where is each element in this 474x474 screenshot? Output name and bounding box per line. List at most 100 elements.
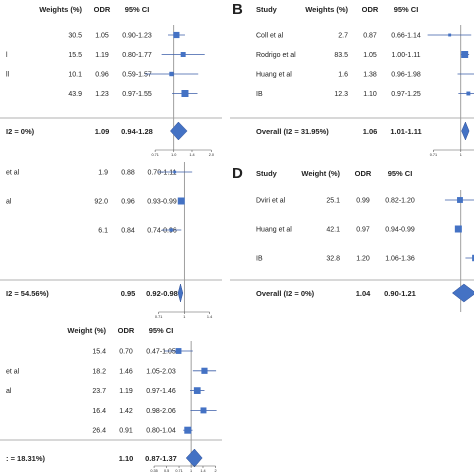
study-label: IB [256, 256, 263, 263]
column-header-odr: ODR [94, 5, 111, 14]
weight-value: 16.4 [92, 408, 106, 415]
forest-panel-4: D Study Weight (%) ODR 95% CI Dviri et al 25.1… [230, 165, 474, 312]
study-estimate-square [180, 52, 186, 57]
overall-odr-value: 1.09 [95, 127, 110, 136]
x-tick-label: 1.4 [207, 315, 212, 319]
study-estimate-square [173, 170, 177, 174]
forest-panel-3: et al 1.9 0.88 0.70-1.11 al 92.0 0.96 0.93-0.99… [0, 162, 222, 319]
weight-value: 6.1 [98, 228, 108, 235]
ci-value: 0.70-1.11 [147, 170, 176, 177]
study-label: l [6, 52, 8, 59]
x-tick-label: 0.71 [175, 469, 182, 473]
weight-value: 15.5 [68, 52, 82, 59]
odr-value: 0.87 [363, 33, 377, 40]
weight-value: 10.1 [68, 72, 82, 79]
overall-odr-value: 1.04 [356, 289, 371, 298]
forest-panel-2: B Study Weights (%) ODR 95% CI Coll et al 2.7 0… [230, 1, 474, 157]
weight-value: 15.4 [92, 349, 106, 356]
x-tick-label: 1.4 [189, 153, 194, 157]
study-estimate-square [454, 225, 462, 233]
study-label: Huang et al [256, 72, 292, 79]
study-label: et al [6, 170, 20, 177]
ci-value: 1.06-1.36 [385, 256, 415, 263]
odr-value: 1.05 [363, 52, 377, 59]
study-estimate-square [173, 31, 180, 39]
odr-value: 0.91 [119, 428, 133, 435]
overall-ci-value: 0.87-1.37 [145, 454, 177, 463]
weight-value: 1.9 [98, 170, 108, 177]
overall-diamond [177, 283, 184, 303]
odr-value: 0.84 [121, 228, 135, 235]
odr-value: 1.10 [363, 91, 377, 98]
weight-value: 18.2 [92, 368, 106, 375]
panel-label: B [232, 1, 243, 18]
x-tick-label: 0.71 [430, 153, 437, 157]
ci-value: 1.00-1.11 [391, 52, 420, 59]
weight-value: 25.1 [326, 198, 340, 205]
x-tick-label: 0.71 [151, 153, 158, 157]
x-tick-label: 1.0 [171, 153, 176, 157]
study-label: et al [6, 368, 20, 375]
x-tick-label: 2.0 [209, 153, 214, 157]
study-estimate-square [448, 33, 452, 37]
odr-value: 0.99 [356, 198, 370, 205]
weight-value: 26.4 [92, 428, 106, 435]
study-estimate-square [466, 91, 471, 96]
study-label: Dviri et al [256, 198, 286, 205]
odr-value: 0.96 [121, 199, 135, 206]
ci-value: 0.59-1.57 [122, 72, 152, 79]
odr-value: 0.88 [121, 170, 135, 177]
forest-panel-1: Weights (%) ODR 95% CI 30.5 1.05 0.90-1.23 l 15… [0, 5, 222, 157]
overall-ci-value: 0.92-0.98 [146, 289, 178, 298]
overall-odr-value: 1.06 [363, 127, 378, 136]
weight-value: 43.9 [68, 91, 82, 98]
odr-value: 1.42 [119, 408, 133, 415]
column-header-study: Study [256, 5, 278, 14]
column-header-odr: ODR [118, 326, 135, 335]
ci-value: 0.94-0.99 [385, 227, 415, 234]
column-header-ci: 95% CI [394, 5, 419, 14]
weight-value: 1.6 [338, 72, 348, 79]
x-tick-label: 1.4 [200, 469, 205, 473]
overall-ci-value: 0.90-1.21 [384, 289, 416, 298]
ci-value: 0.47-1.05 [146, 349, 176, 356]
ci-value: 0.82-1.20 [385, 198, 415, 205]
column-header-study: Study [256, 169, 278, 178]
ci-value: 1.05-2.03 [146, 368, 176, 375]
study-label: Huang et al [256, 227, 292, 234]
study-estimate-square [201, 367, 208, 374]
study-estimate-square [175, 348, 182, 354]
overall-label: : = 18.31%) [6, 454, 45, 463]
study-estimate-square [169, 71, 174, 77]
study-estimate-square [472, 254, 474, 262]
odr-value: 1.19 [95, 52, 109, 59]
ci-value: 0.96-1.98 [391, 72, 421, 79]
weight-value: 83.5 [334, 52, 348, 59]
ci-value: 0.97-1.25 [391, 91, 421, 98]
ci-value: 0.66-1.14 [391, 33, 421, 40]
overall-diamond [185, 448, 203, 468]
weight-value: 92.0 [94, 199, 108, 206]
odr-value: 1.38 [363, 72, 377, 79]
odr-value: 1.46 [119, 368, 133, 375]
column-header-ci: 95% CI [149, 326, 174, 335]
column-header-odr: ODR [355, 169, 372, 178]
study-label: Coll et al [256, 33, 284, 40]
x-tick-label: 1 [460, 153, 462, 157]
ci-value: 0.93-0.99 [147, 199, 177, 206]
weight-value: 32.8 [326, 256, 340, 263]
study-estimate-square [200, 407, 207, 414]
x-tick-label: 1 [183, 315, 185, 319]
column-header-ci: 95% CI [125, 5, 150, 14]
column-header-weight: Weights (%) [305, 5, 348, 14]
column-header-weight: Weight (%) [67, 326, 106, 335]
ci-value: 0.80-1.04 [146, 428, 176, 435]
ci-value: 0.97-1.55 [122, 91, 152, 98]
study-estimate-square [461, 51, 469, 58]
study-label: IB [256, 91, 263, 98]
odr-value: 1.05 [95, 33, 109, 40]
forest-panel-5: Weight (%) ODR 95% CI 15.4 0.70 0.47-1.05 et a… [0, 326, 222, 473]
overall-label: Overall (I2 = 31.95%) [256, 127, 329, 136]
